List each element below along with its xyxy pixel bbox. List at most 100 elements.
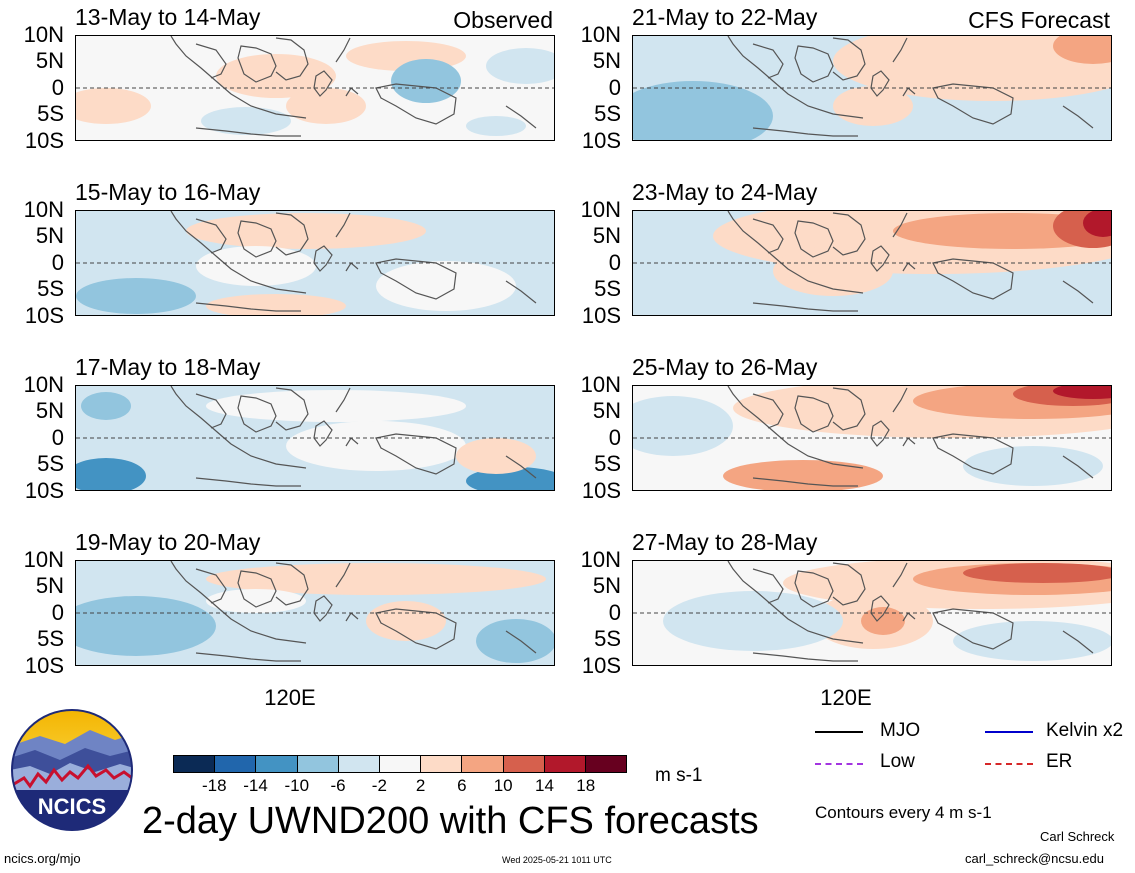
lat-label: 5N — [592, 223, 621, 248]
coastline — [1062, 630, 1094, 654]
map-panel-8 — [632, 560, 1112, 666]
lon-label-left: 120E — [264, 685, 316, 710]
coastline — [752, 393, 784, 429]
legend-label-mjo: MJO — [880, 720, 921, 741]
lat-label: 10N — [580, 197, 621, 222]
colorbar-swatch — [379, 756, 422, 772]
coastline — [195, 477, 301, 487]
lat-label: 10S — [581, 653, 621, 678]
coastline — [727, 386, 864, 469]
contour-note: Contours every 4 m s-1 — [815, 803, 992, 822]
lat-label: 5S — [594, 626, 621, 651]
coastline — [170, 211, 307, 294]
wind-anomaly-region — [466, 116, 526, 136]
panel-title-7: 25-May to 26-May — [632, 354, 818, 380]
colorbar — [173, 755, 627, 773]
map-panel-7 — [632, 385, 1112, 491]
panel-title-5: 21-May to 22-May — [632, 4, 818, 30]
footer-author: Carl Schreck — [1040, 829, 1115, 844]
coastline — [195, 302, 301, 312]
colorbar-swatch — [544, 756, 586, 772]
coastline — [1062, 280, 1094, 304]
lat-label: 10N — [580, 547, 621, 572]
lat-label: 0 — [608, 425, 621, 450]
coastline — [195, 218, 227, 254]
coastline — [892, 562, 908, 588]
colorbar-swatch — [215, 756, 257, 772]
colorbar-label: 10 — [493, 776, 513, 795]
coastline — [752, 568, 784, 604]
colorbar-units: m s-1 — [655, 765, 703, 786]
coastline — [892, 387, 908, 413]
wind-anomaly-region — [366, 601, 446, 641]
map-panel-6 — [632, 210, 1112, 316]
coastline — [832, 387, 866, 431]
wind-anomaly-region — [833, 36, 1111, 101]
legend-label-kelvin: Kelvin x2 — [1046, 720, 1124, 741]
coastline — [335, 37, 351, 63]
wind-anomaly-region — [861, 607, 905, 635]
lat-label: 5N — [35, 48, 64, 73]
coastline — [727, 211, 864, 294]
map-panel-5 — [632, 35, 1112, 141]
coastline — [335, 387, 351, 413]
logo-text: NCICS — [38, 794, 106, 819]
coastline — [892, 37, 908, 63]
map-svg-8 — [633, 561, 1111, 665]
wind-anomaly-region — [1083, 211, 1111, 237]
coastline — [170, 561, 307, 644]
map-svg-5 — [633, 36, 1111, 140]
ncics-logo: NCICS — [10, 708, 134, 832]
lat-label: 10N — [23, 22, 64, 47]
map-svg-7 — [633, 386, 1111, 490]
coastline — [237, 395, 277, 433]
coastline — [505, 280, 537, 304]
legend-label-low: Low — [880, 751, 915, 772]
lat-label: 10N — [23, 372, 64, 397]
lat-label: 10S — [581, 478, 621, 503]
colorbar-label: -6 — [330, 776, 346, 795]
coastline — [195, 43, 227, 79]
lat-label: 0 — [608, 75, 621, 100]
coastline — [794, 570, 834, 608]
wind-anomaly-region — [773, 246, 893, 296]
wind-anomaly-region — [376, 261, 516, 311]
lat-label: 5N — [592, 48, 621, 73]
lat-label: 0 — [608, 600, 621, 625]
coastline — [1062, 105, 1094, 129]
coastline — [505, 105, 537, 129]
map-panel-3 — [75, 385, 555, 491]
wind-anomaly-region — [76, 596, 216, 656]
wind-anomaly-region — [216, 54, 336, 98]
coastline — [794, 220, 834, 258]
wind-anomaly-region — [963, 446, 1103, 486]
panel-title-6: 23-May to 24-May — [632, 179, 818, 205]
map-svg-4 — [76, 561, 554, 665]
legend-line-kelvin — [985, 731, 1033, 733]
coastline — [752, 43, 784, 79]
coastline — [335, 562, 351, 588]
lat-label: 5S — [37, 451, 64, 476]
coastline — [932, 433, 1014, 475]
colorbar-swatch — [585, 756, 627, 772]
coastline — [752, 652, 858, 662]
logo-graphic: NCICS — [11, 709, 133, 831]
colorbar-swatch — [297, 756, 339, 772]
colorbar-label: 6 — [457, 776, 467, 795]
coastline — [275, 387, 309, 431]
coastline — [170, 386, 307, 469]
colorbar-label: 18 — [576, 776, 596, 795]
lat-label: 5N — [592, 398, 621, 423]
coastline — [237, 570, 277, 608]
coastline — [237, 220, 277, 258]
coastline — [195, 393, 227, 429]
legend-line-mjo — [815, 731, 863, 733]
lat-label: 10N — [23, 197, 64, 222]
wind-anomaly-region — [723, 460, 883, 490]
wind-anomaly-region — [196, 246, 316, 286]
lat-label: 10S — [24, 478, 64, 503]
lon-label-right: 120E — [820, 685, 872, 710]
lat-label: 5S — [594, 101, 621, 126]
wind-anomaly-region — [206, 563, 546, 595]
coastline — [727, 561, 864, 644]
